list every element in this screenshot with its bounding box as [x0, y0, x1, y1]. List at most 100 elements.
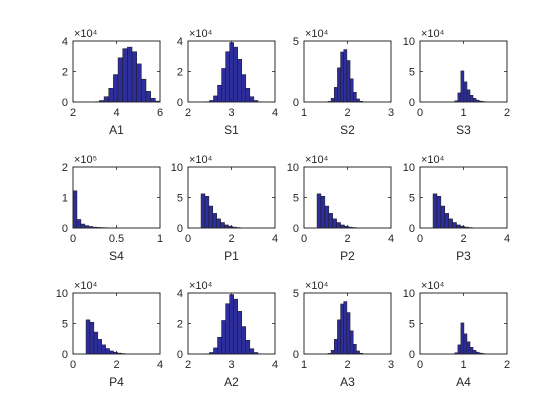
x-tick-label: 1 [460, 359, 466, 371]
histogram-bar [472, 98, 477, 103]
histogram-bar [469, 95, 474, 103]
y-tick-label: 5 [293, 193, 299, 205]
y-tick-label: 0 [409, 223, 415, 235]
histogram-bar [217, 336, 222, 355]
histogram-bar [101, 344, 106, 355]
x-tick-label: 0 [417, 359, 423, 371]
y-tick-label: 4 [62, 36, 68, 48]
histogram-bar [249, 348, 255, 355]
histogram-bar [349, 78, 354, 103]
histogram-bar [97, 339, 102, 355]
histogram-bar [221, 320, 226, 355]
histogram-bar [460, 70, 465, 103]
x-tick-label: 2 [185, 107, 191, 119]
histogram-bar [103, 96, 109, 103]
histogram-bar [444, 213, 449, 229]
histogram-bar [80, 223, 86, 229]
histogram-bar [89, 322, 95, 355]
histogram-bar [469, 347, 474, 355]
y-tick-label: 2 [62, 162, 68, 174]
x-tick-label: 2 [504, 359, 510, 371]
x-axis-label: A3 [340, 375, 355, 389]
histogram-bar [457, 344, 462, 355]
y-tick-label: 10 [56, 288, 68, 300]
histogram-bar [241, 326, 247, 355]
subplot-a4: 0 1 2 0 5 10 ×10⁴ A4 [403, 280, 510, 389]
histogram-bar [356, 350, 360, 355]
y-tick-label: 10 [171, 162, 183, 174]
x-tick-label: 3 [388, 107, 394, 119]
y-exponent-label: ×10⁴ [421, 154, 445, 166]
histogram-bar [346, 312, 351, 355]
subplot-p3: 0 2 4 0 5 10 ×10⁴ P3 [403, 154, 510, 263]
y-tick-label: 4 [177, 288, 183, 300]
y-tick-label: 0 [409, 349, 415, 361]
histogram-bar [330, 98, 335, 103]
y-exponent-label: ×10⁵ [74, 154, 97, 166]
histogram-bar [221, 68, 226, 103]
y-tick-label: 5 [409, 319, 415, 331]
x-tick-label: 2 [113, 359, 119, 371]
histogram-bar [141, 78, 147, 103]
histogram-bar [76, 219, 82, 229]
histogram-bar [233, 46, 238, 103]
y-tick-label: 0 [293, 97, 299, 109]
x-tick-label: 4 [504, 233, 510, 245]
histogram-bar [131, 51, 137, 103]
histogram-bar [245, 340, 251, 355]
y-tick-label: 5 [177, 193, 183, 205]
y-tick-label: 2 [177, 67, 183, 79]
histogram-bar [330, 350, 335, 355]
histogram-bar [145, 91, 151, 103]
x-tick-label: 4 [272, 359, 278, 371]
histogram-bar [136, 63, 142, 103]
x-tick-label: 4 [388, 233, 394, 245]
plot-area [72, 166, 161, 229]
x-tick-label: 6 [157, 107, 163, 119]
y-tick-label: 10 [403, 36, 415, 48]
y-exponent-label: ×10⁴ [305, 280, 329, 292]
histogram-bar [336, 222, 341, 229]
x-tick-label: 2 [504, 107, 510, 119]
histogram-bar [213, 347, 218, 355]
histogram-bar [463, 333, 468, 355]
histogram-bar [460, 322, 465, 355]
y-tick-label: 2 [62, 67, 68, 79]
x-tick-label: 2 [344, 359, 350, 371]
histogram-bar [337, 67, 341, 103]
y-tick-label: 0 [177, 349, 183, 361]
histogram-bar [113, 74, 119, 103]
subplot-p4: 0 2 4 0 5 10 ×10⁴ P4 [56, 280, 163, 389]
y-tick-label: 2 [177, 319, 183, 331]
histogram-bar [225, 303, 230, 355]
histogram-bar [237, 59, 243, 103]
histogram-bar [349, 330, 354, 355]
histogram-bar [466, 89, 471, 103]
x-tick-label: 1 [157, 233, 163, 245]
subplot-p2: 0 2 4 0 5 10 ×10⁴ P2 [287, 154, 394, 263]
subplot-p1: 0 2 4 0 5 10 ×10⁴ P1 [171, 154, 278, 263]
histogram-bar [208, 205, 214, 229]
x-axis-label: S2 [340, 123, 355, 137]
x-tick-label: 2 [344, 107, 350, 119]
histogram-bar [340, 224, 345, 229]
y-tick-label: 5 [293, 36, 299, 48]
x-tick-label: 2 [70, 107, 76, 119]
x-tick-label: 0 [417, 233, 423, 245]
histogram-bar [332, 218, 337, 229]
histogram-bar [233, 298, 238, 355]
x-tick-label: 1 [301, 359, 307, 371]
histogram-bar [105, 348, 110, 355]
x-tick-label: 4 [272, 107, 278, 119]
histogram-bar [241, 74, 247, 103]
histogram-bar [204, 196, 210, 229]
histogram-bar [213, 95, 218, 103]
subplot-s2: 1 2 3 0 5 ×10⁴ S2 [293, 28, 394, 137]
histogram-bar [334, 87, 338, 103]
subplot-s4: 0 0.5 1 0 1 2 ×10⁵ S4 [62, 154, 163, 263]
histogram-bar [85, 319, 91, 355]
